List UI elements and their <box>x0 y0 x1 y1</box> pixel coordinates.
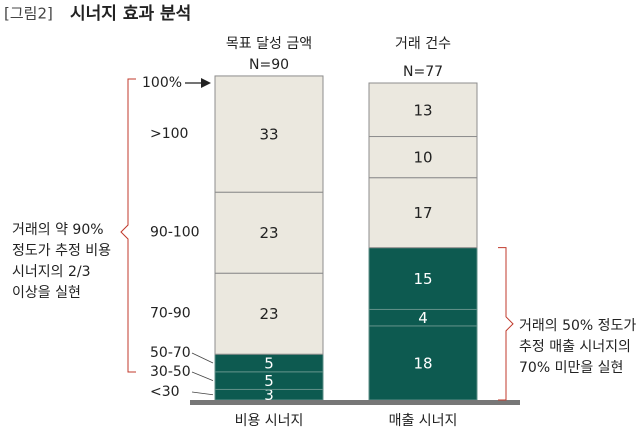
segment-label: 23 <box>259 305 278 323</box>
segment-label: 33 <box>259 126 278 144</box>
bar-segment <box>214 191 324 274</box>
segment-name: 50-70 <box>150 345 191 361</box>
segment-label: 23 <box>259 224 278 242</box>
leader-line <box>191 371 214 381</box>
annotation: 시너지의 2/3 <box>12 264 91 280</box>
segment-label: 17 <box>413 204 432 222</box>
segment-name: 70-90 <box>150 306 191 322</box>
segment-label: 5 <box>264 372 274 390</box>
annotation: 거래의 50% 정도가 <box>519 318 636 334</box>
x-tick-label: 비용 시너지 <box>235 413 304 429</box>
annotation: 추정 매출 시너지의 <box>519 339 631 355</box>
segment-label: 13 <box>413 101 432 119</box>
column-header: 목표 달성 금액 <box>226 36 312 52</box>
bracket <box>498 247 514 401</box>
annotation: 거래의 약 90% <box>12 222 104 238</box>
segment-label: 10 <box>413 149 432 167</box>
arrow-head <box>201 78 211 88</box>
full-label: 100% <box>142 75 182 91</box>
bar-segment <box>368 247 478 310</box>
segment-name: 90-100 <box>150 225 200 241</box>
bracket <box>120 78 136 373</box>
segment-label: 4 <box>418 309 428 327</box>
total-label: N=90 <box>249 57 289 73</box>
column-header: 거래 건수 <box>395 36 451 52</box>
segment-label: 15 <box>413 270 432 288</box>
segment-name: <30 <box>150 384 180 400</box>
segment-label: 3 <box>264 386 274 404</box>
chart-title: 시너지 효과 분석 <box>70 4 191 24</box>
annotation: 정도가 추정 비용 <box>12 243 111 259</box>
baseline <box>190 400 520 405</box>
annotation: 70% 미만을 실현 <box>519 360 623 376</box>
x-tick-label: 매출 시너지 <box>389 413 458 429</box>
leader-line <box>191 352 214 364</box>
bar-segment <box>214 75 324 193</box>
leader-line <box>191 391 214 396</box>
total-label: N=77 <box>403 64 443 80</box>
annotation: 이상을 실현 <box>12 285 81 301</box>
bar-segment <box>368 82 478 138</box>
segment-label: 5 <box>264 355 274 373</box>
bar-segment <box>368 325 478 401</box>
bar-segment <box>214 272 324 355</box>
segment-name: >100 <box>150 126 188 142</box>
segment-label: 18 <box>413 354 432 372</box>
segment-name: 30-50 <box>150 364 191 380</box>
figure-label: [그림2] <box>4 5 53 23</box>
